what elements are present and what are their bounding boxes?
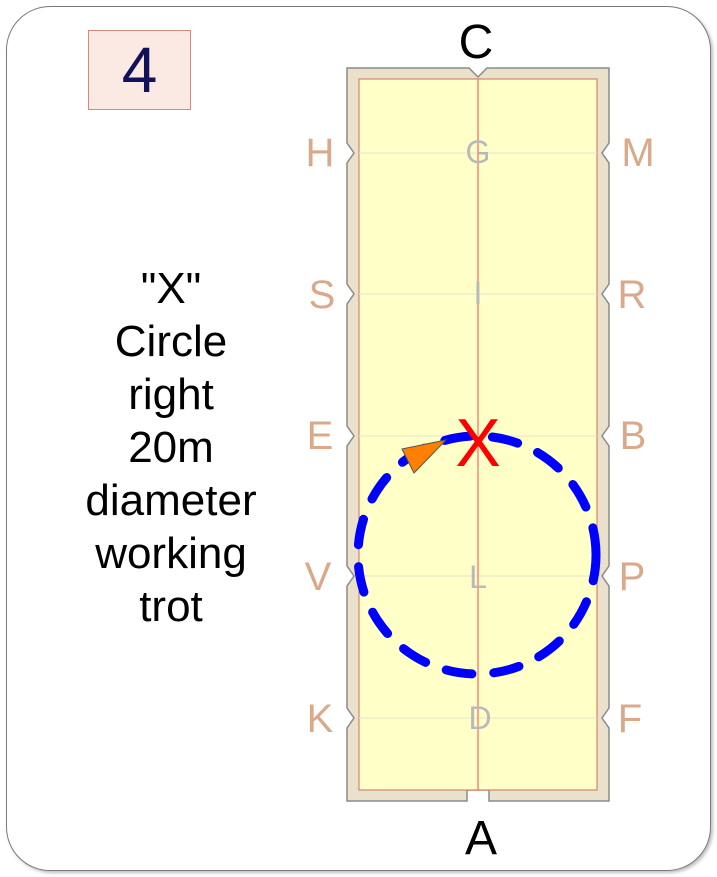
instruction-line: right <box>128 370 214 419</box>
step-number-box: 4 <box>88 30 191 110</box>
movement-instruction: "X" Circle right 20m diameter working tr… <box>60 262 282 633</box>
letter-e: E <box>307 414 334 458</box>
letter-d: D <box>468 700 491 736</box>
step-number: 4 <box>121 34 158 106</box>
letter-r: R <box>618 273 647 317</box>
instruction-line: diameter <box>85 476 257 525</box>
instruction-line: trot <box>139 582 203 631</box>
letter-c: C <box>459 16 494 69</box>
letter-i: I <box>474 275 483 311</box>
letter-a: A <box>465 812 497 865</box>
letter-f: F <box>618 697 642 741</box>
instruction-line: working <box>95 529 247 578</box>
letter-m: M <box>621 131 654 175</box>
instruction-line: 20m <box>128 423 214 472</box>
circle-path <box>353 431 601 679</box>
marker-x: X <box>455 405 500 481</box>
letter-b: B <box>620 414 647 458</box>
letter-l: L <box>469 559 487 595</box>
letter-p: P <box>619 555 646 599</box>
direction-arrow-icon <box>401 439 448 474</box>
instruction-line: Circle <box>114 317 228 366</box>
letter-h: H <box>306 131 335 175</box>
letter-g: G <box>466 134 491 170</box>
instruction-line: "X" <box>140 264 202 313</box>
letter-k: K <box>307 697 334 741</box>
letter-s: S <box>309 273 336 317</box>
letter-v: V <box>305 555 332 599</box>
